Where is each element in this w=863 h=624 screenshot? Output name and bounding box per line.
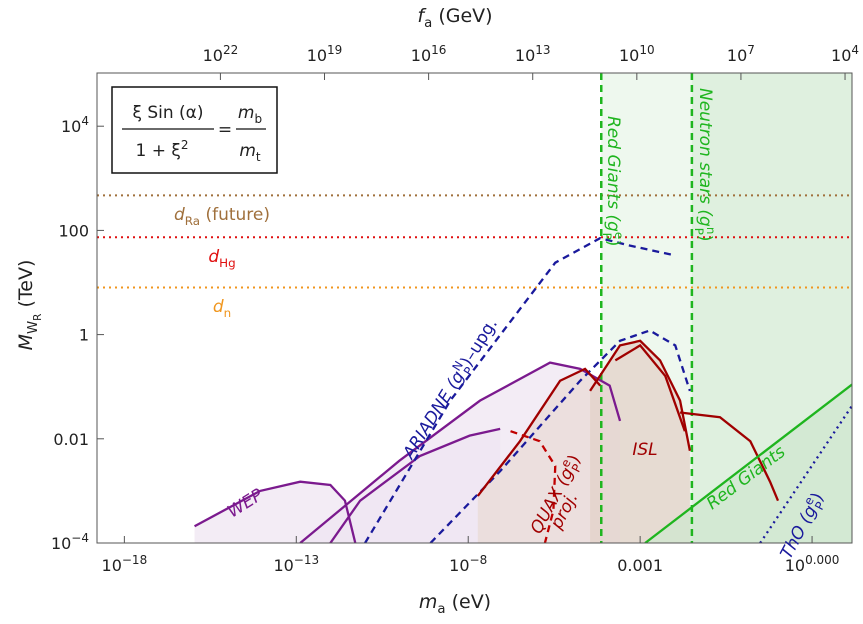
annotation-rest: )–upg. — [457, 315, 502, 370]
annotation-text: Neutron stars (g — [695, 88, 715, 227]
limit-label-sub: Hg — [219, 256, 236, 270]
curve — [476, 367, 602, 497]
annotation: Neutron stars (gnP) — [692, 88, 718, 242]
annotation-sub: P — [600, 233, 614, 240]
annotation-sub: P — [692, 228, 706, 235]
formula-denominator: 1 + ξ2 — [136, 138, 189, 161]
x2-axis-label-sub: a — [424, 16, 432, 31]
formula-rhs_denominator: m — [239, 141, 256, 161]
limit-label-text: d — [174, 205, 185, 225]
curve — [679, 411, 780, 502]
limit-label-text: d — [213, 297, 224, 317]
plot-frame — [96, 72, 853, 544]
y-tick-label: 1 — [79, 326, 89, 345]
plot-area — [97, 73, 852, 543]
x-tick-label: 10−8 — [449, 553, 487, 575]
y-axis-label-sub: W — [26, 321, 41, 334]
y-tick-label: 104 — [61, 114, 89, 136]
area — [590, 340, 690, 543]
annotation-rest: ) — [603, 240, 623, 247]
limit-label-text: d — [208, 247, 219, 267]
x-tick-label: 10−13 — [273, 553, 319, 575]
curve — [589, 339, 692, 451]
annotation-rest: ) — [695, 235, 715, 242]
annotation-sup: e — [612, 232, 626, 239]
formula-rhs_denominator_sub: t — [256, 150, 261, 164]
curve — [299, 361, 622, 543]
formula-rhs_numerator_sub: b — [254, 112, 262, 126]
x2-tick-label: 1010 — [619, 43, 655, 65]
y-axis-label: MWR (TeV) — [15, 260, 44, 351]
x2-tick-label: 1013 — [515, 43, 551, 65]
x-axis-label-text: m — [419, 591, 438, 613]
annotation: ISL — [632, 440, 657, 460]
curve — [329, 427, 501, 543]
curve — [644, 383, 852, 543]
y-axis-label-subsub: R — [32, 314, 44, 321]
x2-tick-label: 1022 — [203, 43, 239, 65]
x-axis-label-rest: (eV) — [446, 591, 492, 613]
limit-label: dn — [213, 297, 231, 320]
formula-rhs_denominator: mt — [239, 141, 261, 164]
x-axis-label-sub: a — [437, 602, 445, 617]
formula-rhs_numerator: m — [238, 103, 255, 123]
curve — [364, 236, 676, 543]
y-tick-label: 100 — [58, 221, 89, 240]
formula-denominator_sup: 2 — [181, 138, 189, 152]
annotation-text: ISL — [632, 440, 657, 460]
limit-label-rest: (future) — [200, 205, 270, 225]
y-axis-label-text: M — [15, 334, 37, 350]
annotation-sup: n — [704, 227, 718, 235]
annotation-text: Red Giants (g — [603, 116, 623, 232]
x-tick-label: 10−18 — [102, 553, 148, 575]
formula-numerator: ξ Sin (α) — [132, 103, 203, 123]
x-tick-label: 0.001 — [617, 556, 663, 575]
curve — [510, 430, 557, 543]
formula-rhs_numerator: mb — [238, 103, 262, 126]
x2-axis-label-rest: (GeV) — [432, 5, 492, 27]
formula-equals: = — [218, 120, 232, 140]
curve — [194, 480, 357, 543]
limit-label-sub: n — [224, 306, 232, 320]
x2-tick-label: 1019 — [307, 43, 343, 65]
x-tick-label: 100.000 — [785, 553, 840, 575]
formula-box — [111, 86, 278, 174]
limit-label: dRa (future) — [174, 205, 270, 228]
annotation: Red Giants (geP) — [600, 116, 626, 246]
limit-label: dHg — [208, 247, 235, 270]
x-axis-label: ma (eV) — [419, 591, 491, 617]
y-tick-label: 0.01 — [53, 430, 89, 449]
y-tick-label: 10−4 — [51, 531, 89, 553]
x2-tick-label: 104 — [831, 43, 859, 65]
x2-tick-label: 107 — [727, 43, 755, 65]
area — [477, 368, 601, 543]
y-axis-label-rest: (TeV) — [15, 260, 37, 314]
x2-tick-label: 1016 — [411, 43, 447, 65]
limit-label-sub: Ra — [185, 214, 200, 228]
curve — [614, 343, 686, 432]
x2-axis-label-text: f — [417, 5, 427, 27]
area — [194, 481, 356, 543]
formula-denominator: 1 + ξ — [136, 141, 181, 161]
x2-axis-label: fa (GeV) — [417, 5, 492, 31]
curve — [429, 329, 691, 543]
